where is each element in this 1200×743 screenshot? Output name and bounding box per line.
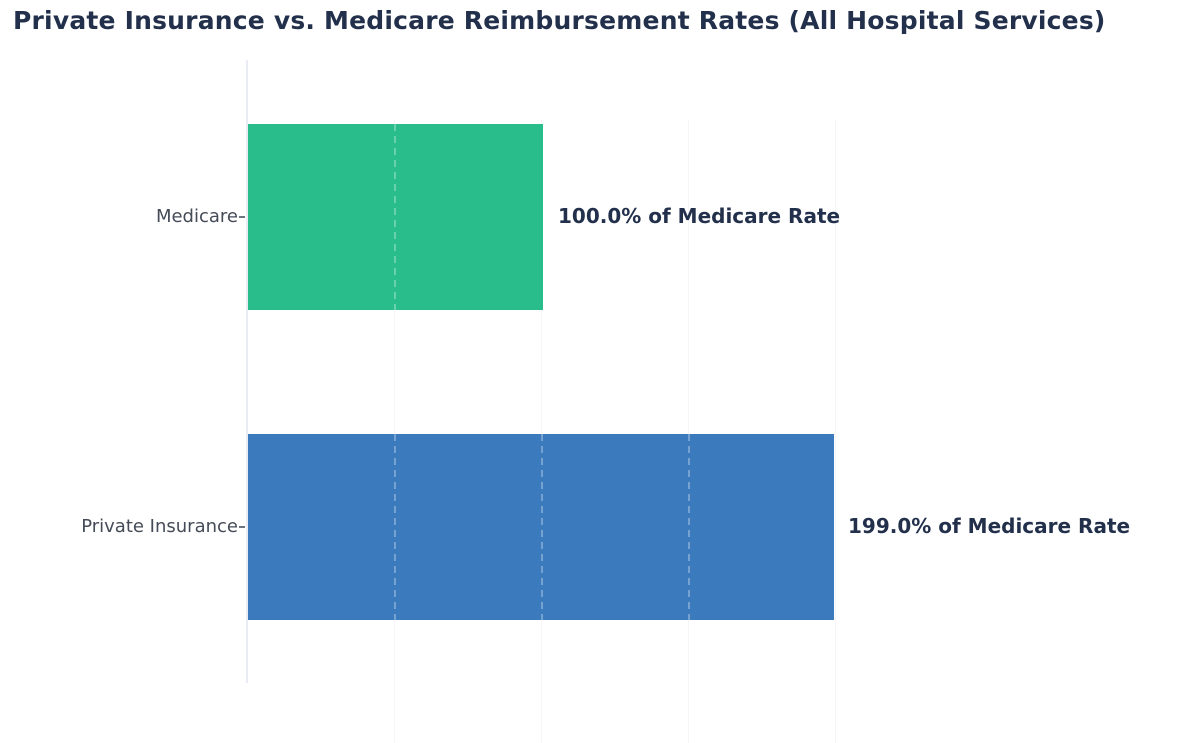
tick-label-medicare: Medicare — [155, 206, 238, 227]
gridline-150pct — [688, 120, 689, 743]
gridline-100pct — [541, 120, 542, 743]
gridline-200pct — [835, 120, 836, 743]
tick-label-private-insurance: Private Insurance — [81, 516, 238, 537]
gridline-overlay-medicare-50pct — [394, 124, 396, 310]
gridline-overlay-private-50pct — [394, 434, 396, 620]
gridline-50pct — [394, 120, 395, 743]
plot-area — [0, 60, 1200, 743]
bar-annotation-medicare: 100.0% of Medicare Rate — [558, 204, 841, 228]
chart-title: Private Insurance vs. Medicare Reimburse… — [13, 6, 1106, 35]
tick-mark-private-insurance — [239, 526, 245, 528]
bar-annotation-private-insurance: 199.0% of Medicare Rate — [848, 514, 1131, 538]
gridline-overlay-private-150pct — [688, 434, 690, 620]
bar-private-insurance — [248, 434, 834, 620]
gridline-overlay-private-100pct — [541, 434, 543, 620]
y-axis-line — [246, 60, 248, 683]
bar-medicare — [248, 124, 543, 310]
tick-mark-medicare — [239, 216, 245, 218]
